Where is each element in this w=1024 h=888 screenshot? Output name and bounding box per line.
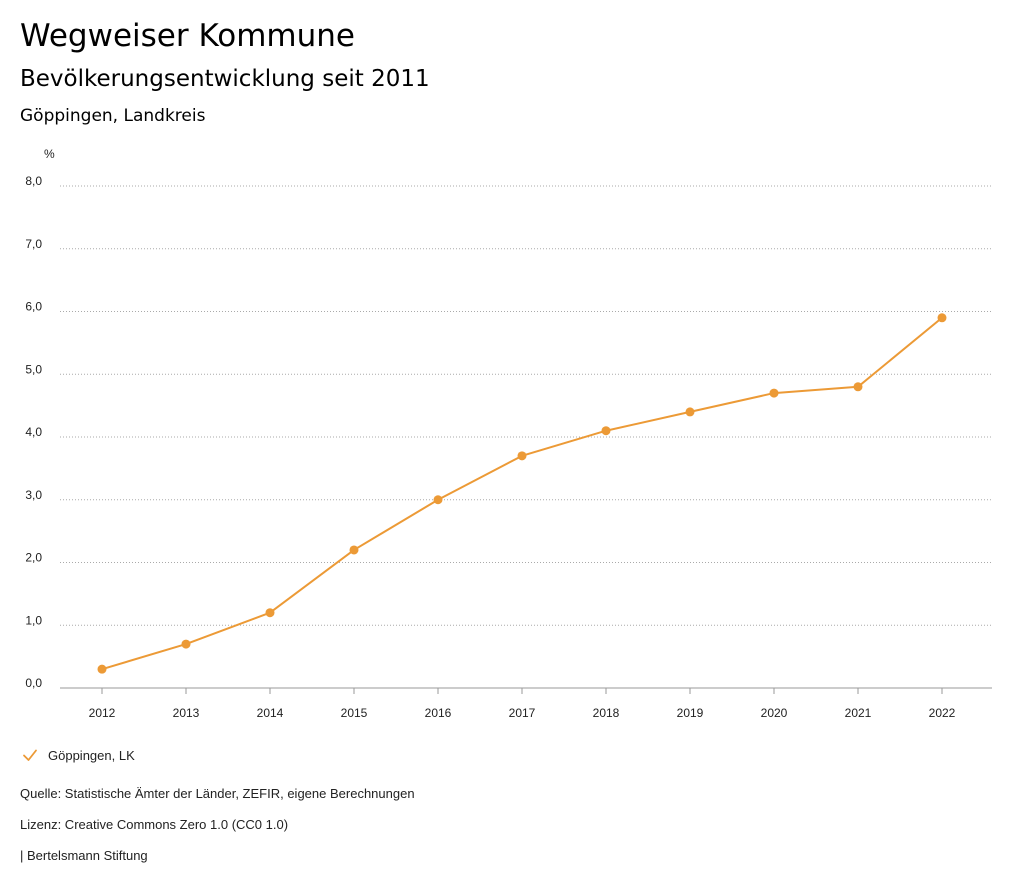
legend-label: Göppingen, LK bbox=[48, 747, 135, 763]
legend-item[interactable]: Göppingen, LK bbox=[22, 745, 135, 765]
x-tick-label: 2019 bbox=[677, 706, 704, 720]
x-tick-label: 2016 bbox=[425, 706, 452, 720]
y-tick-label: 1,0 bbox=[25, 613, 42, 627]
y-tick-label: 7,0 bbox=[25, 237, 42, 251]
gridlines bbox=[60, 185, 992, 626]
y-axis-unit-label: % bbox=[44, 147, 55, 161]
x-tick-label: 2012 bbox=[89, 706, 116, 720]
data-point bbox=[349, 545, 359, 555]
data-point bbox=[97, 664, 107, 674]
x-tick-label: 2017 bbox=[509, 706, 536, 720]
y-tick-label: 0,0 bbox=[25, 676, 42, 690]
y-tick-label: 4,0 bbox=[25, 425, 42, 439]
data-point bbox=[181, 639, 191, 649]
y-tick-label: 3,0 bbox=[25, 488, 42, 502]
series-line bbox=[101, 317, 943, 671]
x-axis: 2012 2013 2014 2015 2016 2017 2018 2019 2020 2021… bbox=[60, 687, 992, 720]
publisher-note: | Bertelsmann Stiftung bbox=[20, 848, 148, 863]
x-tick-label: 2013 bbox=[173, 706, 200, 720]
y-axis-ticks: 0,0 1,0 2,0 3,0 4,0 5,0 6,0 7,0 8,0 bbox=[25, 174, 42, 690]
x-tick-label: 2020 bbox=[761, 706, 788, 720]
x-tick-label: 2014 bbox=[257, 706, 284, 720]
source-note: Quelle: Statistische Ämter der Länder, Z… bbox=[20, 786, 415, 801]
license-note: Lizenz: Creative Commons Zero 1.0 (CC0 1… bbox=[20, 817, 289, 832]
check-icon bbox=[23, 749, 37, 761]
data-point bbox=[265, 608, 275, 618]
y-tick-label: 2,0 bbox=[25, 551, 42, 565]
data-point bbox=[853, 382, 863, 392]
y-tick-label: 8,0 bbox=[25, 174, 42, 188]
x-tick-label: 2021 bbox=[845, 706, 872, 720]
x-tick-label: 2015 bbox=[341, 706, 368, 720]
data-point bbox=[937, 313, 947, 323]
page-title: Wegweiser Kommune bbox=[20, 18, 355, 54]
y-tick-label: 5,0 bbox=[25, 362, 42, 376]
x-tick-label: 2022 bbox=[929, 706, 956, 720]
series-group bbox=[97, 313, 947, 674]
data-point bbox=[685, 407, 695, 417]
y-tick-label: 6,0 bbox=[25, 300, 42, 314]
data-point bbox=[433, 495, 443, 505]
chart-subtitle: Bevölkerungsentwicklung seit 2011 bbox=[20, 66, 430, 92]
data-point bbox=[601, 426, 611, 436]
region-label: Göppingen, Landkreis bbox=[20, 106, 206, 126]
data-point bbox=[769, 388, 779, 398]
data-point bbox=[517, 451, 527, 461]
line-chart: % 0,01,02,03,04,05,06,07,08,0 2012 2013 20… bbox=[25, 147, 992, 720]
x-tick-label: 2018 bbox=[593, 706, 620, 720]
